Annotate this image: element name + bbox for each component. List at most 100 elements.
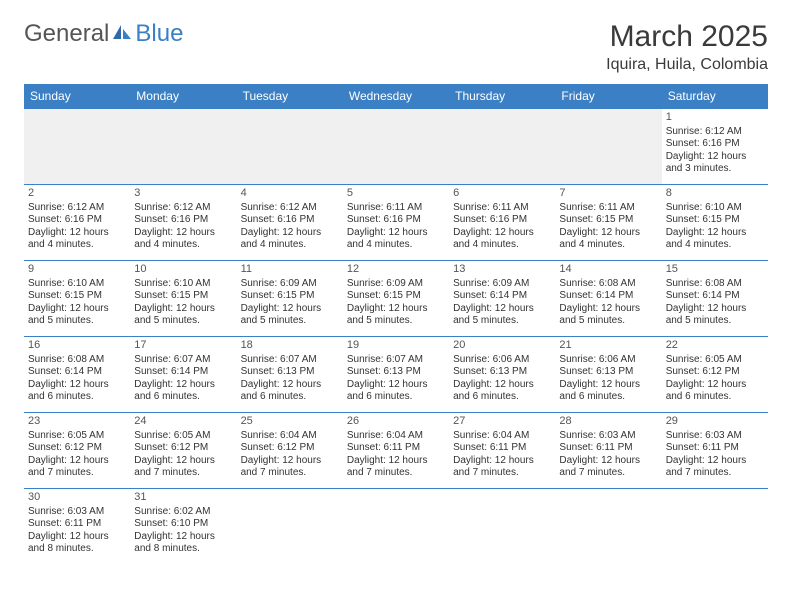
calendar-cell-empty	[237, 489, 343, 565]
calendar-cell: 24Sunrise: 6:05 AMSunset: 6:12 PMDayligh…	[130, 413, 236, 489]
sunrise-line: Sunrise: 6:10 AM	[28, 278, 126, 291]
sunset-line: Sunset: 6:13 PM	[241, 366, 339, 379]
day-header-row: SundayMondayTuesdayWednesdayThursdayFrid…	[24, 84, 768, 109]
logo-text-2: Blue	[135, 20, 183, 48]
calendar-cell: 20Sunrise: 6:06 AMSunset: 6:13 PMDayligh…	[449, 337, 555, 413]
sunrise-line: Sunrise: 6:04 AM	[241, 430, 339, 443]
calendar-cell: 23Sunrise: 6:05 AMSunset: 6:12 PMDayligh…	[24, 413, 130, 489]
sunset-line: Sunset: 6:14 PM	[453, 290, 551, 303]
day-header: Monday	[130, 84, 236, 109]
calendar-cell: 1Sunrise: 6:12 AMSunset: 6:16 PMDaylight…	[662, 109, 768, 185]
sunset-line: Sunset: 6:15 PM	[28, 290, 126, 303]
sunrise-line: Sunrise: 6:04 AM	[347, 430, 445, 443]
calendar-cell: 25Sunrise: 6:04 AMSunset: 6:12 PMDayligh…	[237, 413, 343, 489]
calendar-cell-empty	[237, 109, 343, 185]
calendar-cell-empty	[130, 109, 236, 185]
logo: General Blue	[24, 20, 183, 48]
calendar-cell: 30Sunrise: 6:03 AMSunset: 6:11 PMDayligh…	[24, 489, 130, 565]
location-text: Iquira, Huila, Colombia	[606, 56, 768, 74]
calendar-cell: 16Sunrise: 6:08 AMSunset: 6:14 PMDayligh…	[24, 337, 130, 413]
calendar-cell: 21Sunrise: 6:06 AMSunset: 6:13 PMDayligh…	[555, 337, 661, 413]
day-number: 26	[347, 415, 445, 429]
calendar-cell: 19Sunrise: 6:07 AMSunset: 6:13 PMDayligh…	[343, 337, 449, 413]
calendar-cell-empty	[343, 109, 449, 185]
calendar-row: 9Sunrise: 6:10 AMSunset: 6:15 PMDaylight…	[24, 261, 768, 337]
daylight-line: Daylight: 12 hours and 5 minutes.	[134, 303, 232, 328]
day-number: 30	[28, 491, 126, 505]
sunrise-line: Sunrise: 6:08 AM	[559, 278, 657, 291]
day-number: 28	[559, 415, 657, 429]
day-number: 7	[559, 187, 657, 201]
sunrise-line: Sunrise: 6:02 AM	[134, 506, 232, 519]
sunrise-line: Sunrise: 6:03 AM	[28, 506, 126, 519]
sunrise-line: Sunrise: 6:12 AM	[241, 202, 339, 215]
calendar-cell-empty	[662, 489, 768, 565]
daylight-line: Daylight: 12 hours and 7 minutes.	[559, 455, 657, 480]
day-number: 22	[666, 339, 764, 353]
calendar-cell-empty	[555, 109, 661, 185]
calendar-cell: 14Sunrise: 6:08 AMSunset: 6:14 PMDayligh…	[555, 261, 661, 337]
daylight-line: Daylight: 12 hours and 6 minutes.	[241, 379, 339, 404]
page-header: General Blue March 2025 Iquira, Huila, C…	[24, 20, 768, 74]
day-number: 27	[453, 415, 551, 429]
daylight-line: Daylight: 12 hours and 6 minutes.	[453, 379, 551, 404]
day-number: 1	[666, 111, 764, 125]
calendar-row: 1Sunrise: 6:12 AMSunset: 6:16 PMDaylight…	[24, 109, 768, 185]
sunrise-line: Sunrise: 6:05 AM	[134, 430, 232, 443]
daylight-line: Daylight: 12 hours and 4 minutes.	[241, 227, 339, 252]
sunrise-line: Sunrise: 6:05 AM	[28, 430, 126, 443]
sunset-line: Sunset: 6:16 PM	[347, 214, 445, 227]
sunset-line: Sunset: 6:15 PM	[134, 290, 232, 303]
calendar-cell-empty	[24, 109, 130, 185]
title-block: March 2025 Iquira, Huila, Colombia	[606, 20, 768, 74]
sunset-line: Sunset: 6:11 PM	[666, 442, 764, 455]
day-number: 29	[666, 415, 764, 429]
sunset-line: Sunset: 6:15 PM	[666, 214, 764, 227]
daylight-line: Daylight: 12 hours and 4 minutes.	[453, 227, 551, 252]
day-number: 24	[134, 415, 232, 429]
daylight-line: Daylight: 12 hours and 7 minutes.	[28, 455, 126, 480]
day-number: 2	[28, 187, 126, 201]
sunrise-line: Sunrise: 6:12 AM	[134, 202, 232, 215]
calendar-cell: 7Sunrise: 6:11 AMSunset: 6:15 PMDaylight…	[555, 185, 661, 261]
day-number: 15	[666, 263, 764, 277]
sunset-line: Sunset: 6:13 PM	[559, 366, 657, 379]
day-number: 20	[453, 339, 551, 353]
calendar-cell-empty	[555, 489, 661, 565]
calendar-cell: 4Sunrise: 6:12 AMSunset: 6:16 PMDaylight…	[237, 185, 343, 261]
sunset-line: Sunset: 6:11 PM	[347, 442, 445, 455]
day-number: 21	[559, 339, 657, 353]
calendar-cell: 11Sunrise: 6:09 AMSunset: 6:15 PMDayligh…	[237, 261, 343, 337]
sunset-line: Sunset: 6:15 PM	[347, 290, 445, 303]
daylight-line: Daylight: 12 hours and 4 minutes.	[559, 227, 657, 252]
sunset-line: Sunset: 6:14 PM	[28, 366, 126, 379]
sunrise-line: Sunrise: 6:06 AM	[453, 354, 551, 367]
daylight-line: Daylight: 12 hours and 6 minutes.	[666, 379, 764, 404]
calendar-cell: 10Sunrise: 6:10 AMSunset: 6:15 PMDayligh…	[130, 261, 236, 337]
day-number: 18	[241, 339, 339, 353]
day-number: 23	[28, 415, 126, 429]
calendar-cell: 27Sunrise: 6:04 AMSunset: 6:11 PMDayligh…	[449, 413, 555, 489]
sunset-line: Sunset: 6:12 PM	[134, 442, 232, 455]
sunset-line: Sunset: 6:12 PM	[28, 442, 126, 455]
sunrise-line: Sunrise: 6:07 AM	[134, 354, 232, 367]
daylight-line: Daylight: 12 hours and 5 minutes.	[666, 303, 764, 328]
sunrise-line: Sunrise: 6:08 AM	[28, 354, 126, 367]
daylight-line: Daylight: 12 hours and 5 minutes.	[453, 303, 551, 328]
calendar-cell: 12Sunrise: 6:09 AMSunset: 6:15 PMDayligh…	[343, 261, 449, 337]
sunrise-line: Sunrise: 6:08 AM	[666, 278, 764, 291]
sunset-line: Sunset: 6:12 PM	[241, 442, 339, 455]
calendar-cell: 3Sunrise: 6:12 AMSunset: 6:16 PMDaylight…	[130, 185, 236, 261]
sunrise-line: Sunrise: 6:07 AM	[241, 354, 339, 367]
daylight-line: Daylight: 12 hours and 7 minutes.	[347, 455, 445, 480]
calendar-row: 16Sunrise: 6:08 AMSunset: 6:14 PMDayligh…	[24, 337, 768, 413]
daylight-line: Daylight: 12 hours and 3 minutes.	[666, 151, 764, 176]
day-number: 3	[134, 187, 232, 201]
daylight-line: Daylight: 12 hours and 4 minutes.	[347, 227, 445, 252]
day-number: 25	[241, 415, 339, 429]
sunset-line: Sunset: 6:11 PM	[28, 518, 126, 531]
day-header: Wednesday	[343, 84, 449, 109]
daylight-line: Daylight: 12 hours and 5 minutes.	[28, 303, 126, 328]
calendar-row: 2Sunrise: 6:12 AMSunset: 6:16 PMDaylight…	[24, 185, 768, 261]
day-number: 6	[453, 187, 551, 201]
